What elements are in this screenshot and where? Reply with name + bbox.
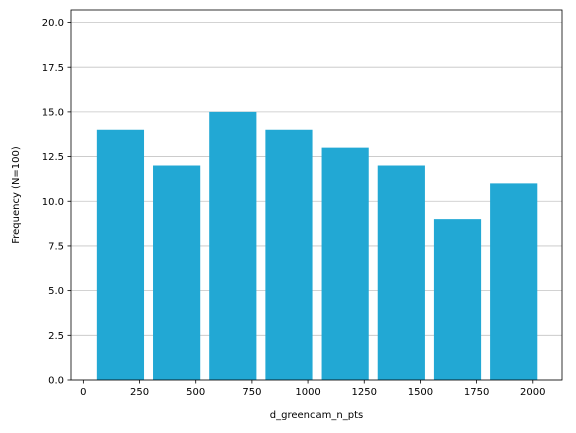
bar-5: [321, 147, 369, 380]
y-tick-label: 7.5: [48, 242, 64, 253]
x-tick-label: 0: [80, 387, 86, 398]
plot-frame: [70, 9, 563, 381]
y-tick-label: 0.0: [48, 376, 64, 387]
x-tick-label: 500: [186, 387, 205, 398]
y-tick-label: 10.0: [42, 197, 64, 208]
y-tick-label: 20.0: [42, 18, 64, 29]
x-axis-ticks: 0 250 500 750 1000 1250 1500 1750 2000: [80, 380, 546, 398]
x-tick-label: 1500: [408, 387, 433, 398]
x-axis-label: d_greencam_n_pts: [270, 410, 363, 421]
bar-6: [377, 165, 425, 380]
x-tick-label: 1750: [464, 387, 489, 398]
y-tick-label: 5.0: [48, 286, 64, 297]
bar-1: [96, 129, 145, 380]
y-axis-label: Frequency (N=100): [11, 146, 22, 244]
bar-4: [265, 129, 313, 380]
bar-3: [209, 111, 257, 380]
y-tick-label: 17.5: [42, 63, 64, 74]
y-gridlines: [71, 22, 562, 381]
x-tick-label: 1250: [352, 387, 377, 398]
bar-7: [433, 219, 482, 380]
y-tick-label: 15.0: [42, 107, 64, 118]
bar-2: [153, 165, 201, 380]
y-axis-ticks: 0.0 2.5 5.0 7.5 10.0 12.5 15.0 17.5 20.0: [42, 18, 71, 387]
bar-8: [490, 183, 538, 380]
x-tick-label: 1000: [295, 387, 320, 398]
x-tick-label: 750: [242, 387, 261, 398]
bars: [96, 111, 538, 380]
y-tick-label: 12.5: [42, 152, 64, 163]
x-tick-label: 2000: [520, 387, 545, 398]
y-tick-label: 2.5: [48, 331, 64, 342]
x-tick-label: 250: [130, 387, 149, 398]
